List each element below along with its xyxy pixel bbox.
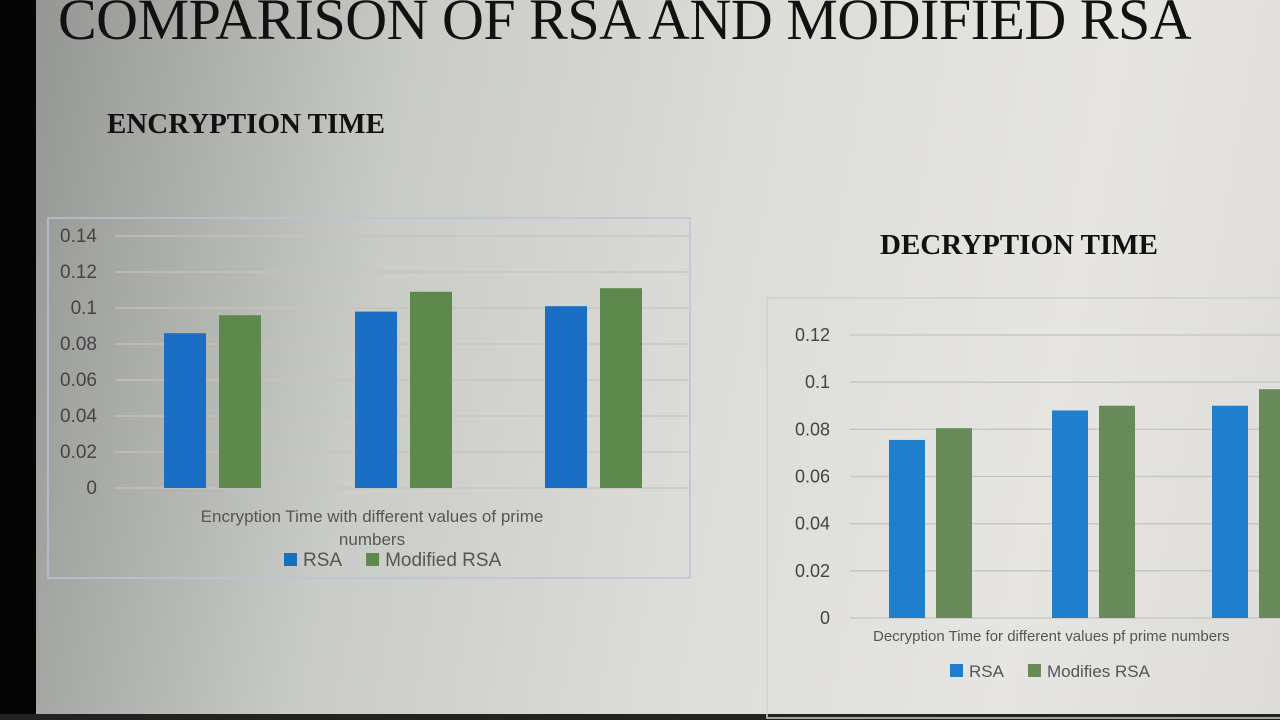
legend-label: Modified RSA [385,550,501,571]
y-tick-label: 0.04 [60,406,97,427]
x-axis-label: Encryption Time with different values of… [201,507,544,549]
bar-rsa [1052,410,1088,618]
y-tick-label: 0 [820,608,830,628]
bar-modifies-rsa [1259,389,1280,618]
legend-swatch [366,553,380,566]
x-axis-label: Decryption Time for different values pf … [873,628,1230,645]
y-tick-label: 0.12 [795,325,830,345]
bar-modified-rsa [410,291,452,488]
y-tick-label: 0.1 [805,372,830,392]
y-tick-label: 0.1 [71,298,97,319]
encryption-heading: ENCRYPTION TIME [107,108,386,140]
bar-rsa [164,333,206,488]
y-tick-label: 0.12 [60,262,97,283]
legend-label: RSA [969,662,1005,681]
chart-frame [766,297,1280,719]
legend-swatch [1027,664,1041,677]
bar-modifies-rsa [936,428,972,618]
y-tick-label: 0.02 [795,561,830,581]
y-tick-label: 0.08 [795,419,830,439]
slide-title: COMPARISON OF RSA AND MODIFIED RSA [58,0,1192,52]
y-tick-label: 0 [86,478,97,499]
y-tick-label: 0.08 [60,334,97,355]
legend-label: Modifies RSA [1047,662,1151,681]
decryption-heading: DECRYPTION TIME [880,229,1159,261]
bar-rsa [355,311,397,488]
legend-swatch [284,553,297,566]
y-tick-label: 0.02 [60,442,97,463]
legend-swatch [950,664,963,677]
chart-frame [47,217,691,579]
bar-rsa [889,439,925,618]
y-tick-label: 0.06 [60,370,97,391]
legend-label: RSA [303,550,342,571]
bar-rsa [545,306,587,488]
photo-bottom-edge [0,714,1280,720]
bar-modified-rsa [600,288,642,488]
y-tick-label: 0.04 [795,514,830,534]
x-axis-label-line: numbers [339,530,405,549]
photo-dark-edge [0,0,36,720]
bar-modified-rsa [219,315,261,488]
y-tick-label: 0.14 [60,226,97,247]
bar-rsa [1212,405,1248,618]
x-axis-label-line: Encryption Time with different values of… [201,507,544,526]
y-tick-label: 0.06 [795,467,830,487]
bar-modifies-rsa [1099,405,1135,618]
